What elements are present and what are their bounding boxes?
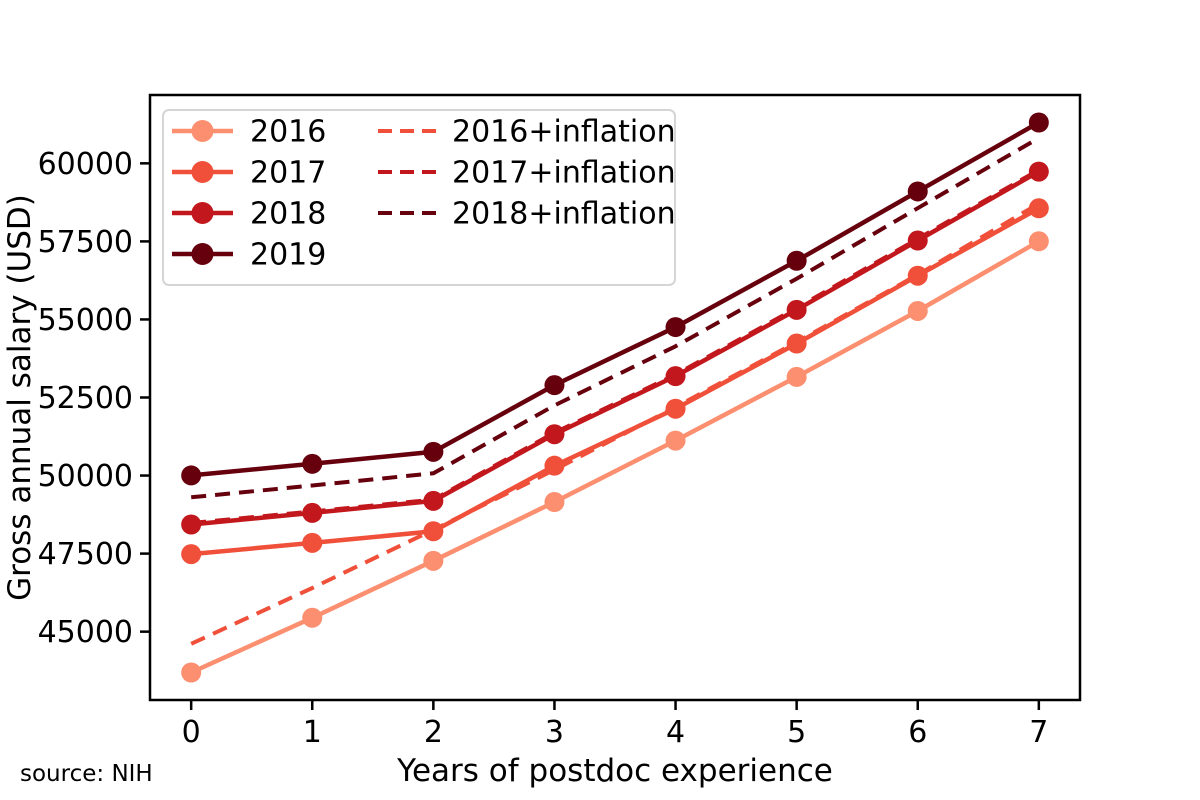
legend-marker-icon-2019 (191, 243, 214, 265)
series-line-2019 (188, 120, 1042, 478)
data-point-2019 (181, 465, 202, 486)
legend-label-2019: 2019 (250, 238, 326, 273)
x-tick-label: 6 (908, 715, 927, 750)
legend-marker-icon-2018 (191, 202, 214, 224)
data-point-2019 (665, 317, 686, 338)
y-tick-label: 60000 (38, 147, 133, 182)
y-tick-label: 55000 (38, 303, 133, 338)
data-point-2016 (181, 662, 202, 683)
data-point-2018 (1028, 161, 1049, 182)
data-point-2019 (423, 441, 444, 462)
x-tick-label: 0 (182, 715, 201, 750)
legend-label-2016+inflation: 2016+inflation (452, 115, 676, 150)
series-line-2017+inflation (191, 168, 1040, 525)
series-line-2016+inflation (190, 201, 1040, 646)
legend-box (162, 109, 676, 286)
data-point-2016 (423, 550, 444, 571)
legend-label-2016: 2016 (250, 115, 326, 150)
x-tick-label: 7 (1029, 715, 1048, 750)
data-point-2016 (544, 492, 565, 513)
x-tick-label: 3 (545, 715, 564, 750)
legend-label-2017: 2017 (250, 156, 326, 191)
y-tick-label: 50000 (38, 459, 133, 494)
y-axis-label: Gross annual salary (USD) (2, 194, 38, 601)
data-point-2016 (907, 300, 928, 321)
data-point-2018 (181, 514, 202, 535)
data-point-2019 (1028, 112, 1049, 133)
y-tick-label: 47500 (38, 537, 133, 572)
series-line-2018+inflation (191, 136, 1040, 500)
data-point-2016 (1028, 231, 1049, 252)
series-line-2016 (188, 239, 1042, 675)
data-point-2019 (302, 453, 323, 474)
x-tick-label: 1 (303, 715, 322, 750)
y-tick-label: 52500 (38, 381, 133, 416)
legend-label-2018+inflation: 2018+inflation (452, 197, 676, 232)
data-point-2016 (302, 607, 323, 628)
data-point-2019 (907, 181, 928, 202)
plot-frame (148, 93, 1082, 702)
legend: 2016 2017 2018 2019 2016+inflation 2017+infla… (162, 109, 676, 286)
x-axis-label: Years of postdoc experience (396, 753, 833, 789)
y-tick-label: 57500 (38, 225, 133, 260)
data-point-2016 (786, 366, 807, 387)
series-line-2017 (188, 206, 1042, 557)
data-point-2017 (1028, 198, 1049, 219)
data-point-2019 (544, 375, 565, 396)
data-point-2017 (302, 532, 323, 553)
data-point-2017 (181, 544, 202, 565)
data-point-2019 (786, 250, 807, 271)
data-point-2016 (665, 430, 686, 451)
x-tick-label: 5 (787, 715, 806, 750)
y-tick-label: 45000 (38, 615, 133, 650)
legend-label-2017+inflation: 2017+inflation (452, 156, 676, 191)
legend-marker-icon-2017 (191, 161, 214, 183)
source-note: source: NIH (20, 761, 153, 787)
x-tick-label: 2 (424, 715, 443, 750)
legend-marker-icon-2016 (191, 120, 214, 142)
x-tick-label: 4 (666, 715, 685, 750)
legend-label-2018: 2018 (250, 197, 326, 232)
